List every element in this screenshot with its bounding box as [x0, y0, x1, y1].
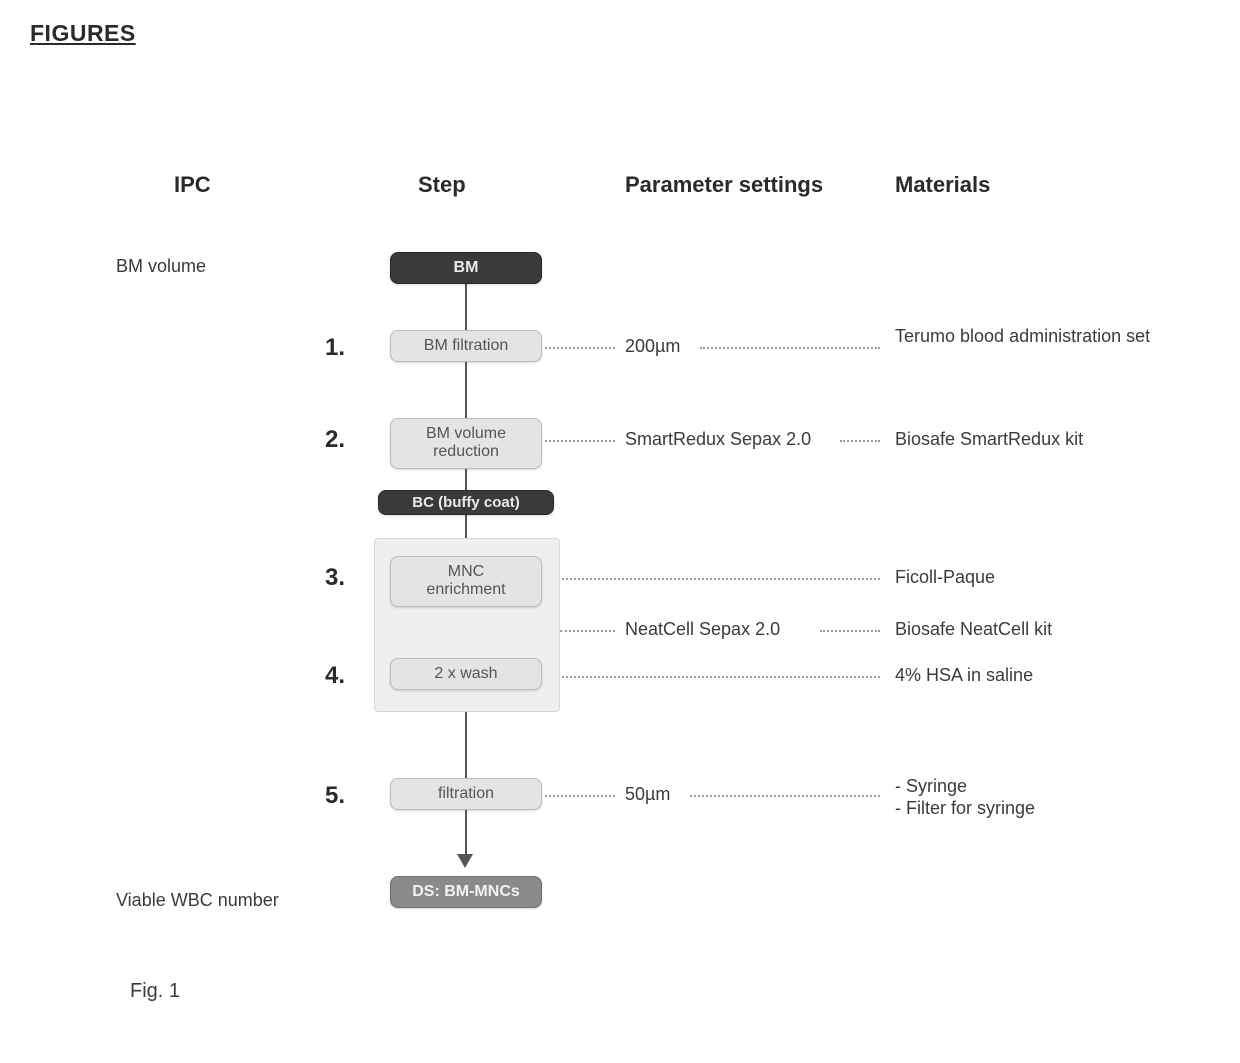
col-header-materials: Materials [895, 172, 1115, 198]
param-step2: SmartRedux Sepax 2.0 [625, 429, 811, 451]
stepnum-1: 1. [305, 334, 345, 362]
param-step5: 50µm [625, 784, 670, 806]
node-step4: 2 x wash [390, 658, 542, 690]
connector-step5-mat [690, 795, 880, 797]
connector-step3-mat [545, 578, 880, 580]
mat-step4: 4% HSA in saline [895, 665, 1155, 687]
ipc-viable-wbc: Viable WBC number [116, 890, 279, 912]
mat-group34: Biosafe NeatCell kit [895, 619, 1155, 641]
mat-step5-item2: Filter for syringe [895, 798, 1155, 820]
stepnum-5: 5. [305, 782, 345, 810]
stepnum-3: 3. [305, 564, 345, 592]
param-step1: 200µm [625, 336, 680, 358]
connector-group-mat [820, 630, 880, 632]
col-header-step: Step [418, 172, 466, 198]
page: FIGURES IPC Step Parameter settings Mate… [0, 0, 1240, 1063]
connector-step2-mat [840, 440, 880, 442]
stepnum-2: 2. [305, 426, 345, 454]
node-step3: MNC enrichment [390, 556, 542, 607]
col-header-parameter: Parameter settings [625, 172, 823, 198]
node-ds: DS: BM-MNCs [390, 876, 542, 908]
connector-step4-mat [545, 676, 880, 678]
ipc-bm-volume: BM volume [116, 256, 206, 278]
param-group34: NeatCell Sepax 2.0 [625, 619, 780, 641]
flowchart: BM BM filtration BM volume reduction BC … [360, 240, 570, 920]
arrow-down-icon [457, 854, 473, 868]
section-heading: FIGURES [30, 20, 136, 47]
mat-step3: Ficoll-Paque [895, 567, 1155, 589]
node-bm: BM [390, 252, 542, 284]
connector-step1-mat [700, 347, 880, 349]
node-step2: BM volume reduction [390, 418, 542, 469]
mat-step5: Syringe Filter for syringe [895, 776, 1155, 819]
col-header-ipc: IPC [174, 172, 211, 198]
node-step1: BM filtration [390, 330, 542, 362]
figure-caption: Fig. 1 [130, 980, 180, 1003]
node-step5: filtration [390, 778, 542, 810]
mat-step5-item1: Syringe [895, 776, 1155, 798]
node-bc: BC (buffy coat) [378, 490, 554, 515]
stepnum-4: 4. [305, 662, 345, 690]
mat-step1: Terumo blood administration set [895, 326, 1155, 348]
mat-step2: Biosafe SmartRedux kit [895, 429, 1155, 451]
